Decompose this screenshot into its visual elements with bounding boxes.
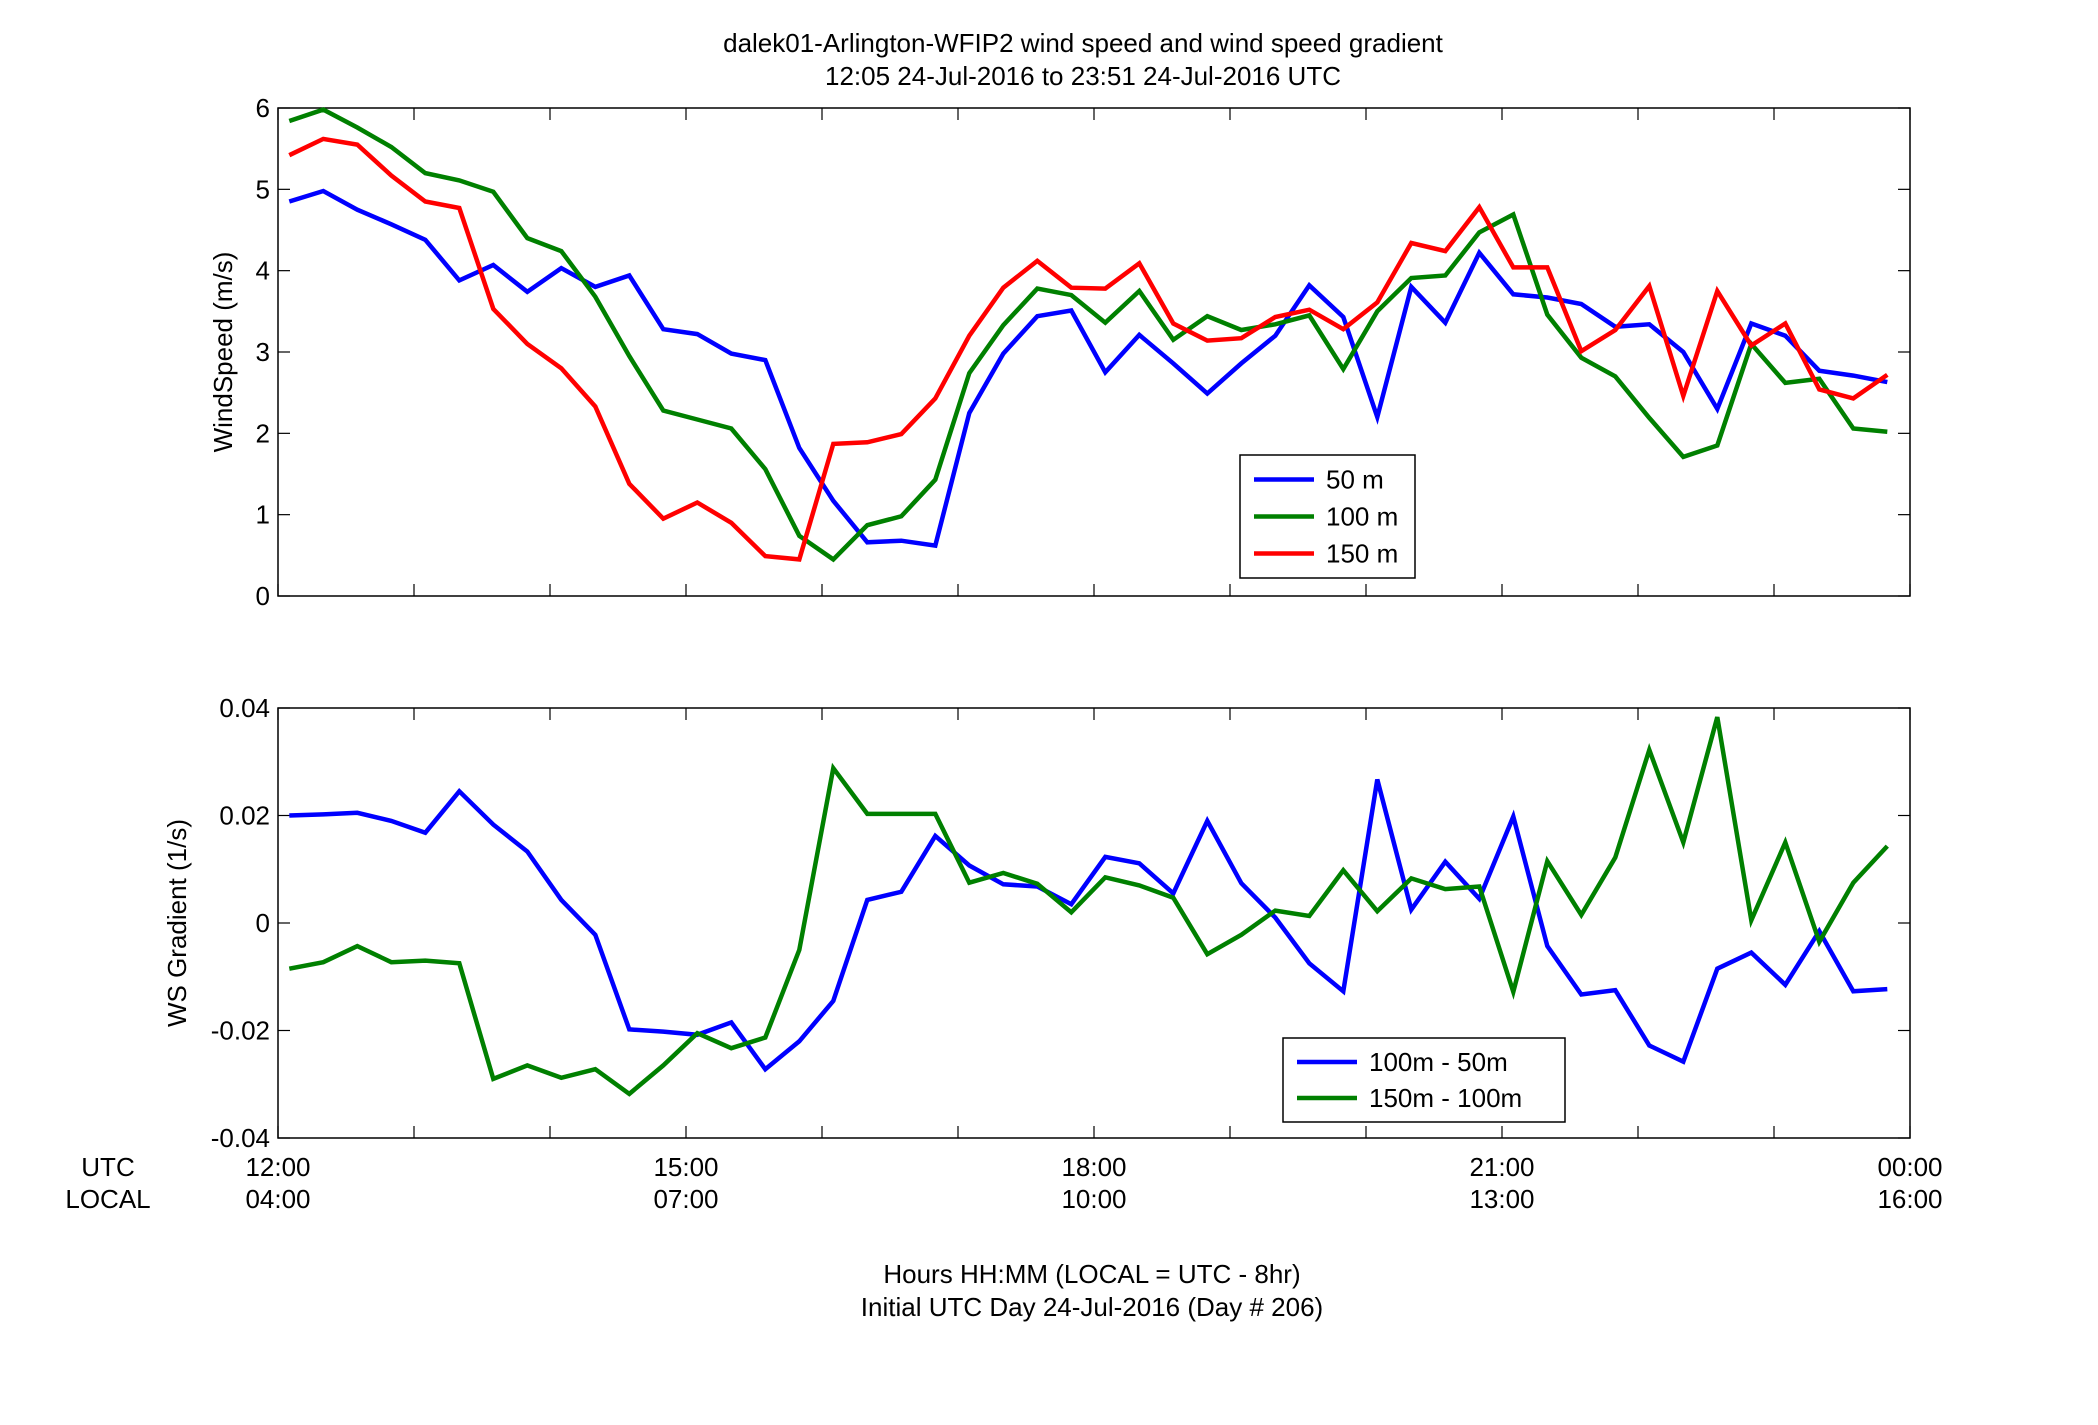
- y-tick-label: -0.02: [211, 1016, 270, 1046]
- y-tick-label: 0: [256, 581, 270, 611]
- x-tick-label-utc: 21:00: [1469, 1152, 1534, 1182]
- chart-subtitle: 12:05 24-Jul-2016 to 23:51 24-Jul-2016 U…: [825, 61, 1341, 91]
- series-line-100-m: [288, 107, 1888, 563]
- y-tick-label: 2: [256, 418, 270, 448]
- y-tick-label: 4: [256, 256, 270, 286]
- x-tick-label-utc: 15:00: [653, 1152, 718, 1182]
- y-tick-label: 6: [256, 93, 270, 123]
- x-tick-label-local: 10:00: [1061, 1184, 1126, 1214]
- legend-label: 50 m: [1326, 465, 1384, 495]
- y-tick-label: 5: [256, 174, 270, 204]
- x-tick-label-utc: 18:00: [1061, 1152, 1126, 1182]
- legend: 50 m 100 m 150 m: [1239, 454, 1416, 579]
- y-tick-label: 0: [256, 908, 270, 938]
- series-line-100m-50m: [289, 778, 1888, 1073]
- legend-label: 150m - 100m: [1369, 1083, 1522, 1113]
- x-tick-label-local: 04:00: [245, 1184, 310, 1214]
- series-line-150-m: [288, 136, 1889, 562]
- x-tick-label-utc: 00:00: [1877, 1152, 1942, 1182]
- windspeed-plot: 0 1 2 3 4 5 6 WindSpeed (m/s) 50 m 100 m 150 m: [208, 93, 1911, 611]
- y-axis-label: WS Gradient (1/s): [162, 819, 192, 1027]
- y-axis-label: WindSpeed (m/s): [208, 252, 238, 453]
- series-line-50-m: [288, 188, 1888, 549]
- x-axis-label: Hours HH:MM (LOCAL = UTC - 8hr): [883, 1259, 1300, 1289]
- legend-label: 100m - 50m: [1369, 1047, 1508, 1077]
- x-axis-sublabel: Initial UTC Day 24-Jul-2016 (Day # 206): [861, 1292, 1323, 1322]
- utc-row-label: UTC: [81, 1152, 134, 1182]
- x-tick-label-local: 07:00: [653, 1184, 718, 1214]
- legend: 100m - 50m 150m - 100m: [1282, 1037, 1566, 1123]
- y-tick-label: 0.02: [219, 801, 270, 831]
- legend-label: 150 m: [1326, 539, 1398, 569]
- x-tick-label-utc: 12:00: [245, 1152, 310, 1182]
- y-tick-label: 3: [256, 337, 270, 367]
- series-line-150m-100m: [288, 716, 1889, 1097]
- x-tick-label-local: 16:00: [1877, 1184, 1942, 1214]
- y-tick-label: 1: [256, 500, 270, 530]
- legend-box: [1282, 1037, 1566, 1123]
- legend-label: 100 m: [1326, 502, 1398, 532]
- y-tick-label: -0.04: [211, 1123, 270, 1153]
- plot-area: [277, 707, 1911, 1139]
- x-tick-label-local: 13:00: [1469, 1184, 1534, 1214]
- local-row-label: LOCAL: [65, 1184, 150, 1214]
- chart-title: dalek01-Arlington-WFIP2 wind speed and w…: [723, 28, 1444, 58]
- y-tick-label: 0.04: [219, 693, 270, 723]
